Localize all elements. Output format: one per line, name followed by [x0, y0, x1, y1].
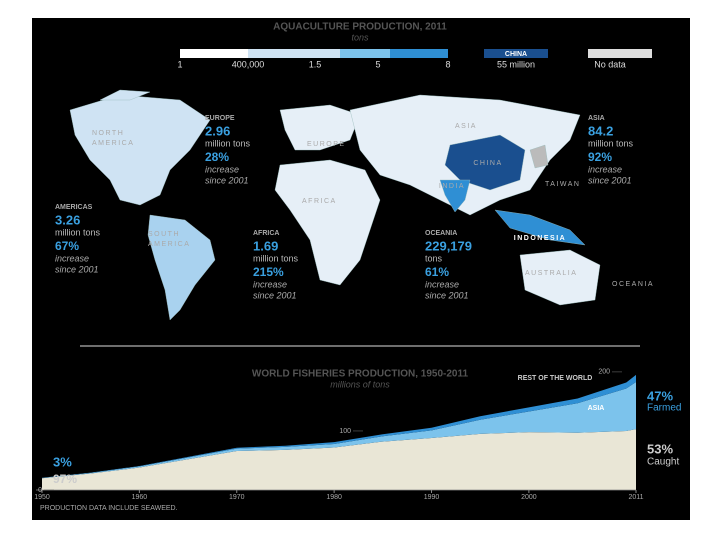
- legend-label: 400,000: [232, 59, 265, 69]
- chart-subtitle: millions of tons: [330, 379, 390, 389]
- legend-label: No data: [594, 59, 626, 69]
- legend-swatch: [248, 49, 340, 58]
- region-name: ASIA: [588, 115, 605, 122]
- region-value: 229,179: [425, 238, 472, 253]
- region-change: 215%: [253, 265, 284, 279]
- map-label: AUSTRALIA: [525, 270, 577, 277]
- x-tick-label: 1980: [326, 494, 342, 501]
- map-label: INDIA: [439, 183, 465, 190]
- region-name: AMERICAS: [55, 204, 93, 211]
- x-tick-label: 1990: [424, 494, 440, 501]
- region-unit: million tons: [588, 138, 634, 148]
- region-change: 61%: [425, 265, 449, 279]
- india: [439, 179, 471, 213]
- region-note: since 2001: [55, 264, 99, 274]
- map-label: OCEANIA: [612, 281, 654, 288]
- region-name: OCEANIA: [425, 230, 457, 237]
- annotation: 97%: [53, 472, 77, 486]
- indonesia: [494, 209, 586, 246]
- map-label: AMERICA: [92, 140, 134, 147]
- map-title: AQUACULTURE PRODUCTION, 2011: [273, 22, 447, 33]
- region-note: since 2001: [253, 290, 297, 300]
- x-tick-label: 2011: [628, 494, 643, 501]
- y-tick-label: 0: [38, 487, 42, 494]
- area: [42, 429, 636, 490]
- y-tick-label: 100: [339, 428, 351, 435]
- china: [444, 134, 526, 191]
- map-label: SOUTH: [148, 231, 180, 238]
- europe: [279, 104, 361, 151]
- legend-label: CHINA: [505, 51, 527, 58]
- no-data-region: [529, 144, 549, 169]
- north-america: [69, 94, 211, 206]
- series-label: Caught: [647, 457, 679, 468]
- legend-label: 1: [177, 59, 182, 69]
- legend-label: 8: [445, 59, 450, 69]
- map-label: AFRICA: [302, 198, 337, 205]
- region-unit: million tons: [205, 138, 251, 148]
- map-label: AMERICA: [148, 241, 190, 248]
- region-name: EUROPE: [205, 115, 235, 122]
- region-note: increase: [425, 279, 459, 289]
- legend-swatch: [390, 49, 448, 58]
- chart-title: WORLD FISHERIES PRODUCTION, 1950-2011: [252, 369, 469, 380]
- map-label: EUROPE: [307, 141, 346, 148]
- region-name: AFRICA: [253, 230, 279, 237]
- south-america: [147, 214, 216, 321]
- region-unit: million tons: [253, 253, 299, 263]
- region-value: 1.69: [253, 238, 278, 253]
- legend-swatch: [588, 49, 652, 58]
- legend-label: 1.5: [309, 59, 322, 69]
- x-tick-label: 1960: [132, 494, 148, 501]
- region-note: since 2001: [425, 290, 469, 300]
- series-label: ASIA: [588, 405, 605, 412]
- region-change: 92%: [588, 150, 612, 164]
- map-subtitle: tons: [351, 32, 369, 42]
- annotation: Farmed: [647, 403, 681, 414]
- annotation: 3%: [53, 454, 72, 469]
- region-unit: tons: [425, 253, 443, 263]
- region-note: increase: [205, 164, 239, 174]
- region-note: increase: [253, 279, 287, 289]
- legend-label: 5: [375, 59, 380, 69]
- map-label: INDONESIA: [514, 235, 566, 242]
- map-label: CHINA: [473, 160, 502, 167]
- annotation: 47%: [647, 388, 673, 403]
- annotation: 53%: [647, 441, 673, 456]
- footnote: PRODUCTION DATA INCLUDE SEAWEED.: [40, 505, 178, 512]
- canada-north: [99, 89, 151, 101]
- region-change: 28%: [205, 150, 229, 164]
- y-tick-label: 200: [598, 369, 610, 376]
- region-unit: million tons: [55, 227, 101, 237]
- x-tick-label: 2000: [521, 494, 537, 501]
- x-tick-label: 1950: [34, 494, 50, 501]
- map-label: NORTH: [92, 130, 124, 137]
- region-note: since 2001: [588, 175, 632, 185]
- australia: [519, 249, 601, 306]
- map-label: ASIA: [455, 123, 477, 130]
- series-label: REST OF THE WORLD: [518, 375, 593, 382]
- region-note: increase: [55, 253, 89, 263]
- map-label: TAIWAN: [545, 181, 580, 188]
- region-value: 2.96: [205, 123, 230, 138]
- region-change: 67%: [55, 239, 79, 253]
- legend-label: 55 million: [497, 59, 535, 69]
- world-map: [69, 89, 601, 321]
- region-value: 3.26: [55, 212, 80, 227]
- region-value: 84.2: [588, 123, 613, 138]
- area: [42, 381, 636, 479]
- region-note: since 2001: [205, 175, 249, 185]
- x-tick-label: 1970: [229, 494, 245, 501]
- legend-swatch: [484, 49, 548, 58]
- region-note: increase: [588, 164, 622, 174]
- africa: [274, 159, 381, 286]
- legend-swatch: [340, 49, 390, 58]
- legend-swatch: [180, 49, 248, 58]
